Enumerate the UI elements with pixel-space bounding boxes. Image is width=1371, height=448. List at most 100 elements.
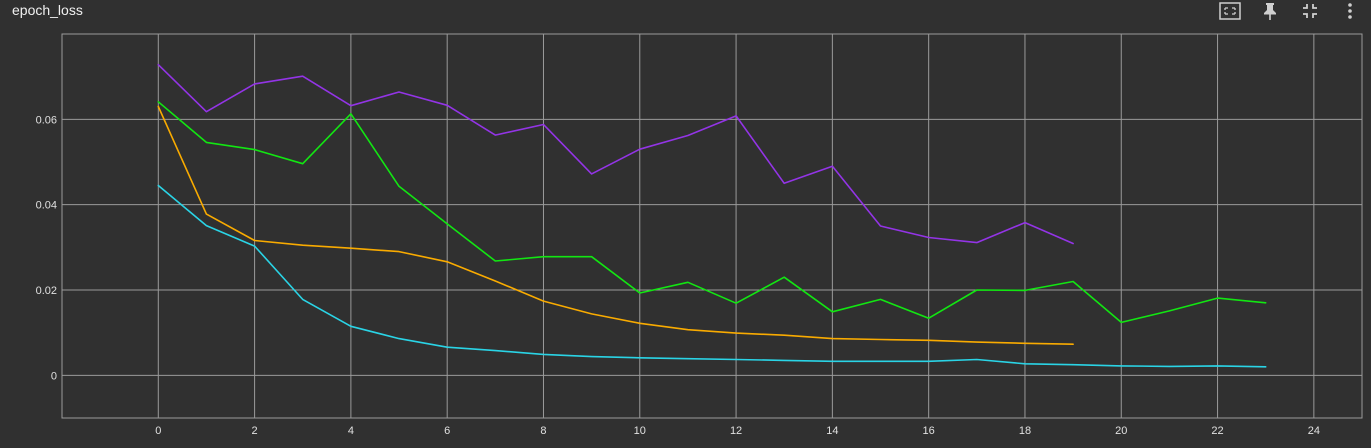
- data-point[interactable]: [348, 103, 353, 108]
- data-point[interactable]: [156, 62, 161, 67]
- more-options-button[interactable]: [1337, 0, 1363, 22]
- data-point[interactable]: [637, 355, 642, 360]
- data-point[interactable]: [589, 171, 594, 176]
- data-point[interactable]: [1119, 363, 1124, 368]
- x-tick-label: 6: [444, 425, 450, 437]
- data-point[interactable]: [348, 324, 353, 329]
- data-point[interactable]: [445, 103, 450, 108]
- data-point[interactable]: [493, 348, 498, 353]
- data-point[interactable]: [252, 81, 257, 86]
- data-point[interactable]: [782, 275, 787, 280]
- data-point[interactable]: [974, 357, 979, 362]
- data-point[interactable]: [1022, 341, 1027, 346]
- data-point[interactable]: [541, 122, 546, 127]
- data-point[interactable]: [782, 358, 787, 363]
- data-point[interactable]: [830, 164, 835, 169]
- data-point[interactable]: [734, 357, 739, 362]
- data-point[interactable]: [974, 288, 979, 293]
- data-point[interactable]: [397, 184, 402, 189]
- data-point[interactable]: [974, 340, 979, 345]
- data-point[interactable]: [830, 359, 835, 364]
- data-point[interactable]: [348, 246, 353, 251]
- data-point[interactable]: [589, 254, 594, 259]
- data-point[interactable]: [1119, 320, 1124, 325]
- data-point[interactable]: [348, 111, 353, 116]
- series-line-1[interactable]: [157, 63, 1074, 245]
- data-point[interactable]: [1071, 279, 1076, 284]
- data-point[interactable]: [445, 221, 450, 226]
- data-point[interactable]: [637, 321, 642, 326]
- data-point[interactable]: [637, 147, 642, 152]
- data-point[interactable]: [204, 109, 209, 114]
- data-point[interactable]: [1022, 288, 1027, 293]
- data-point[interactable]: [1022, 361, 1027, 366]
- data-point[interactable]: [252, 244, 257, 249]
- data-point[interactable]: [300, 74, 305, 79]
- data-point[interactable]: [926, 338, 931, 343]
- data-point[interactable]: [493, 279, 498, 284]
- data-point[interactable]: [926, 235, 931, 240]
- data-point[interactable]: [830, 336, 835, 341]
- data-point[interactable]: [878, 224, 883, 229]
- data-point[interactable]: [156, 183, 161, 188]
- data-point[interactable]: [445, 345, 450, 350]
- data-point[interactable]: [300, 243, 305, 248]
- series-line-4[interactable]: [157, 184, 1267, 368]
- data-point[interactable]: [1215, 296, 1220, 301]
- data-point[interactable]: [252, 147, 257, 152]
- series-lines: [156, 62, 1268, 369]
- data-point[interactable]: [878, 337, 883, 342]
- data-point[interactable]: [1215, 363, 1220, 368]
- data-point[interactable]: [493, 133, 498, 138]
- data-point[interactable]: [589, 311, 594, 316]
- data-point[interactable]: [926, 316, 931, 321]
- data-point[interactable]: [974, 240, 979, 245]
- series-line-2[interactable]: [157, 101, 1267, 324]
- data-point[interactable]: [493, 258, 498, 263]
- data-point[interactable]: [156, 99, 161, 104]
- data-point[interactable]: [637, 290, 642, 295]
- data-point[interactable]: [1167, 364, 1172, 369]
- data-point[interactable]: [1071, 342, 1076, 347]
- data-point[interactable]: [734, 331, 739, 336]
- x-tick-label: 16: [923, 425, 935, 437]
- data-point[interactable]: [445, 259, 450, 264]
- data-point[interactable]: [397, 90, 402, 95]
- data-point[interactable]: [541, 254, 546, 259]
- data-point[interactable]: [589, 354, 594, 359]
- data-point[interactable]: [685, 280, 690, 285]
- data-point[interactable]: [204, 140, 209, 145]
- data-point[interactable]: [397, 249, 402, 254]
- data-point[interactable]: [252, 238, 257, 243]
- collapse-button[interactable]: [1297, 0, 1323, 22]
- data-point[interactable]: [541, 352, 546, 357]
- data-point[interactable]: [1071, 362, 1076, 367]
- data-point[interactable]: [926, 359, 931, 364]
- data-point[interactable]: [156, 104, 161, 109]
- pin-button[interactable]: [1257, 0, 1283, 22]
- data-point[interactable]: [878, 359, 883, 364]
- data-point[interactable]: [300, 161, 305, 166]
- data-point[interactable]: [1022, 220, 1027, 225]
- data-point[interactable]: [541, 299, 546, 304]
- series-line-3[interactable]: [157, 105, 1074, 346]
- data-point[interactable]: [782, 333, 787, 338]
- data-point[interactable]: [1071, 241, 1076, 246]
- data-point[interactable]: [734, 113, 739, 118]
- data-point[interactable]: [300, 297, 305, 302]
- data-point[interactable]: [685, 356, 690, 361]
- data-point[interactable]: [685, 327, 690, 332]
- data-point[interactable]: [1263, 300, 1268, 305]
- data-point[interactable]: [830, 309, 835, 314]
- data-point[interactable]: [204, 212, 209, 217]
- data-point[interactable]: [1167, 308, 1172, 313]
- data-point[interactable]: [204, 223, 209, 228]
- data-point[interactable]: [685, 133, 690, 138]
- data-point[interactable]: [734, 301, 739, 306]
- data-point[interactable]: [1263, 364, 1268, 369]
- data-point[interactable]: [397, 336, 402, 341]
- data-point[interactable]: [782, 181, 787, 186]
- fit-domain-button[interactable]: [1217, 0, 1243, 22]
- data-point[interactable]: [878, 297, 883, 302]
